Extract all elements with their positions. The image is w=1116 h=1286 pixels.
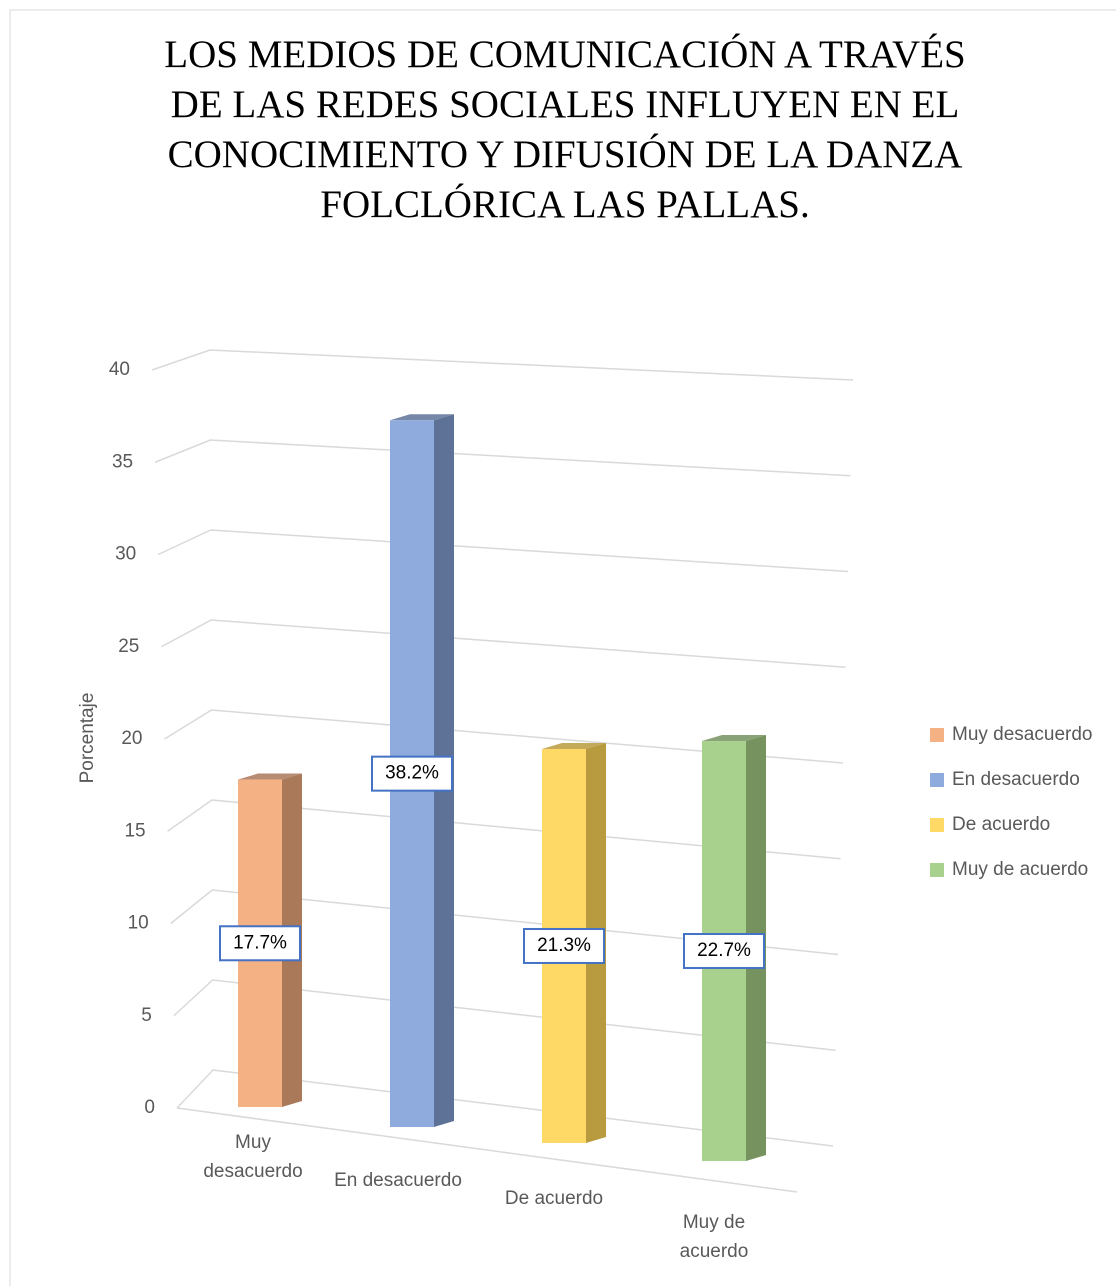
bar-top bbox=[390, 414, 454, 421]
grid-line bbox=[151, 349, 854, 381]
grid-line bbox=[167, 799, 841, 860]
value-label-box bbox=[371, 755, 453, 792]
value-label: 22.7% bbox=[697, 940, 751, 961]
value-label-box bbox=[683, 933, 765, 970]
grid-line bbox=[157, 529, 849, 573]
x-tick-label: En desacuerdo bbox=[334, 1170, 462, 1191]
y-tick-label: 40 bbox=[109, 359, 130, 380]
y-tick-label: 20 bbox=[121, 728, 142, 749]
y-tick-label: 10 bbox=[128, 913, 149, 934]
grid-line bbox=[164, 709, 844, 764]
value-label-box bbox=[219, 925, 301, 962]
bar-top bbox=[238, 773, 302, 780]
chart-title: LOS MEDIOS DE COMUNICACIÓN A TRAVÉS DE L… bbox=[164, 33, 966, 226]
legend-label: De acuerdo bbox=[952, 814, 1050, 835]
value-label: 17.7% bbox=[233, 932, 287, 953]
value-label: 38.2% bbox=[385, 763, 439, 784]
y-tick-label: 15 bbox=[124, 820, 145, 841]
grid-line bbox=[161, 619, 846, 668]
value-label: 21.3% bbox=[537, 935, 591, 956]
value-label-box bbox=[523, 927, 605, 964]
bar-top bbox=[542, 742, 606, 749]
floor-edge bbox=[176, 1107, 798, 1193]
frame bbox=[9, 9, 1116, 1286]
legend-swatch bbox=[930, 728, 944, 742]
legend-swatch bbox=[930, 773, 944, 787]
y-tick-label: 30 bbox=[115, 544, 136, 565]
y-tick-label: 25 bbox=[118, 636, 139, 657]
grid-line bbox=[170, 889, 839, 956]
legend-label: En desacuerdo bbox=[952, 769, 1080, 790]
legend-label: Muy de acuerdo bbox=[952, 859, 1088, 880]
legend-label: Muy desacuerdo bbox=[952, 724, 1092, 745]
grid-line bbox=[173, 979, 836, 1051]
legend-swatch bbox=[930, 863, 944, 877]
x-tick-label: De acuerdo bbox=[504, 1188, 604, 1209]
x-tick-label: Muy desacuerdo bbox=[203, 1132, 303, 1182]
legend-swatch bbox=[930, 818, 944, 832]
x-tick-label: Muy de acuerdo bbox=[679, 1212, 749, 1262]
y-tick-label: 35 bbox=[112, 451, 133, 472]
grid-line bbox=[154, 439, 851, 477]
bar-top bbox=[702, 735, 766, 742]
y-axis-label: Porcentaje bbox=[77, 693, 98, 784]
y-tick-label: 0 bbox=[144, 1097, 155, 1118]
y-tick-label: 5 bbox=[141, 1005, 152, 1026]
grid-line bbox=[176, 1069, 834, 1147]
